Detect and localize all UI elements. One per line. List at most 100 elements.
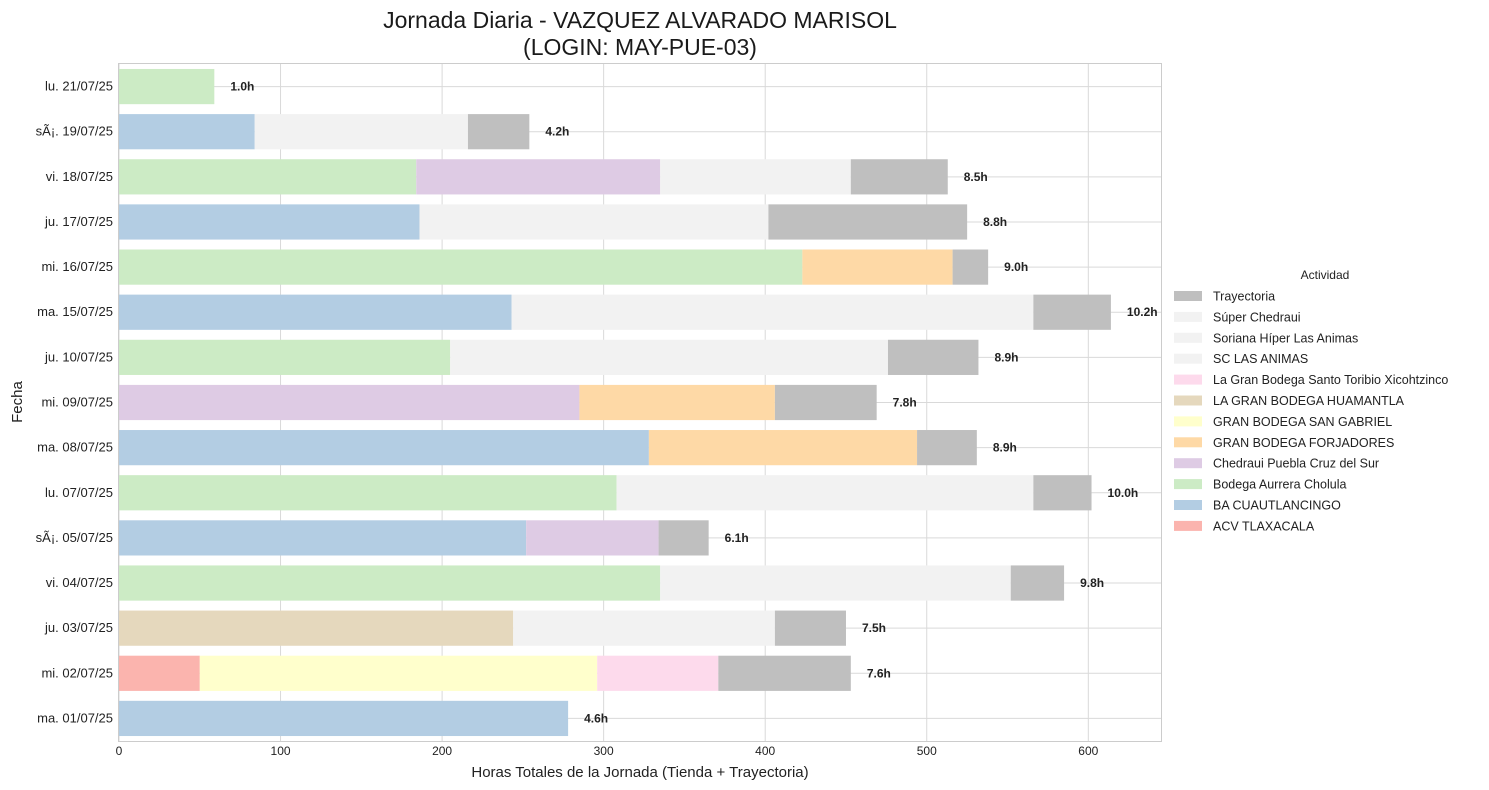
bar-segment [254,114,468,150]
y-tick-label: mi. 09/07/25 [41,395,113,410]
bar-segment [526,520,659,556]
bar-total-label: 9.8h [1080,576,1104,590]
legend-entry: GRAN BODEGA FORJADORES [1213,436,1394,450]
bar-segment [119,294,512,330]
y-tick-label: ju. 10/07/25 [44,349,113,364]
bar-total-label: 8.8h [983,215,1007,229]
bar-segment [119,655,200,691]
bar-total-label: 4.6h [584,711,608,725]
legend-entry: Trayectoria [1213,290,1275,304]
legend-swatch [1174,374,1202,385]
bar-segment [952,249,989,285]
x-tick-label: 600 [1078,744,1098,758]
bar-segment [199,655,598,691]
bar-segment [511,294,1034,330]
legend-entry: GRAN BODEGA SAN GABRIEL [1213,415,1392,429]
legend-swatch [1174,353,1202,364]
x-tick-labels: 0 100 200 300 400 500 600 [116,744,1099,758]
x-tick-label: 200 [432,744,452,758]
legend-title: Actividad [1301,268,1350,282]
plot-frame [118,63,1162,742]
bar-total-label: 9.0h [1004,260,1028,274]
legend-swatch [1174,437,1202,448]
bar-segment [416,159,661,195]
y-tick-label: lu. 21/07/25 [45,79,113,94]
bar-total-label: 6.1h [725,531,749,545]
bar-segment [658,520,709,556]
legend-entry: ACV TLAXACALA [1213,519,1315,533]
legend-swatch [1174,291,1202,301]
bar-segment [718,655,851,691]
y-tick-label: ju. 17/07/25 [44,214,113,229]
legend-entry: Bodega Aurrera Cholula [1213,478,1346,492]
x-tick-label: 400 [755,744,775,758]
bar-total-label: 7.6h [867,666,891,680]
y-tick-label: mi. 02/07/25 [41,665,113,680]
bar-segment [802,249,953,285]
bar-total-label: 10.2h [1127,305,1158,319]
legend-swatch [1174,332,1202,343]
bars [119,68,1111,737]
legend-entry: Soriana Híper Las Animas [1213,331,1358,345]
legend-swatch [1174,500,1202,510]
legend-entry: LA GRAN BODEGA HUAMANTLA [1213,394,1405,408]
legend-swatch [1174,395,1202,406]
bar-segment [768,204,968,240]
bar-segment [119,114,255,150]
legend-entry: Chedraui Puebla Cruz del Sur [1213,457,1379,471]
bar-segment [119,565,661,601]
bar-total-label: 8.5h [964,170,988,184]
bar-segment [1033,294,1111,330]
bar-segment [119,520,527,556]
bar-segment [450,339,888,375]
legend: Actividad Trayectoria Súper Chedraui Soria… [1174,268,1448,533]
y-axis-label: Fecha [9,381,26,423]
bar-segment [119,339,451,375]
bar-segment [597,655,719,691]
bar-segment [467,114,530,150]
legend-swatch [1174,311,1202,322]
y-tick-label: vi. 18/07/25 [46,169,113,184]
bar-total-label: 1.0h [230,80,254,94]
bar-segment [513,610,775,646]
bar-segment [1033,475,1092,511]
x-tick-label: 500 [917,744,937,758]
y-tick-label: sÃ¡. 19/07/25 [36,124,113,139]
bar-total-label: 10.0h [1108,486,1139,500]
y-tick-label: ma. 15/07/25 [37,304,113,319]
bar-segment [119,204,420,240]
bar-segment [616,475,1034,511]
legend-swatch [1174,416,1202,427]
x-tick-label: 300 [594,744,614,758]
legend-entry: SC LAS ANIMAS [1213,352,1308,366]
bar-segment [119,159,417,195]
bar-segment [119,700,569,737]
y-tick-label: ma. 01/07/25 [37,710,113,725]
bar-segment [119,610,514,646]
x-axis-label: Horas Totales de la Jornada (Tienda + Tr… [471,764,808,781]
y-tick-label: lu. 07/07/25 [45,485,113,500]
bar-total-labels: 1.0h 4.2h 8.5h 8.8h 9.0h 10.2h 8.9h 7.8h 8.9h 10.… [230,80,1157,726]
bar-segment [119,475,617,511]
bar-segment [119,68,215,105]
bar-segment [660,159,851,195]
bar-total-label: 7.5h [862,621,886,635]
chart-title: Jornada Diaria - VAZQUEZ ALVARADO MARISO… [383,7,897,33]
legend-swatch [1174,458,1202,469]
bar-total-label: 4.2h [545,125,569,139]
y-tick-label: mi. 16/07/25 [41,259,113,274]
bar-segment [1010,565,1065,601]
bar-segment [119,384,580,421]
legend-entry: La Gran Bodega Santo Toribio Xicohtzinco [1213,373,1448,387]
legend-entry: Súper Chedraui [1213,310,1301,324]
y-tick-labels: lu. 21/07/25 sÃ¡. 19/07/25 vi. 18/07/25 ju.… [36,79,113,726]
x-tick-label: 100 [271,744,291,758]
chart-subtitle: (LOGIN: MAY-PUE-03) [523,34,757,60]
y-tick-label: vi. 04/07/25 [46,575,113,590]
legend-swatch [1174,479,1202,490]
bar-total-label: 7.8h [893,396,917,410]
bar-segment [648,430,918,466]
bar-segment [917,430,977,466]
bar-segment [119,430,649,466]
bar-segment [774,610,846,646]
